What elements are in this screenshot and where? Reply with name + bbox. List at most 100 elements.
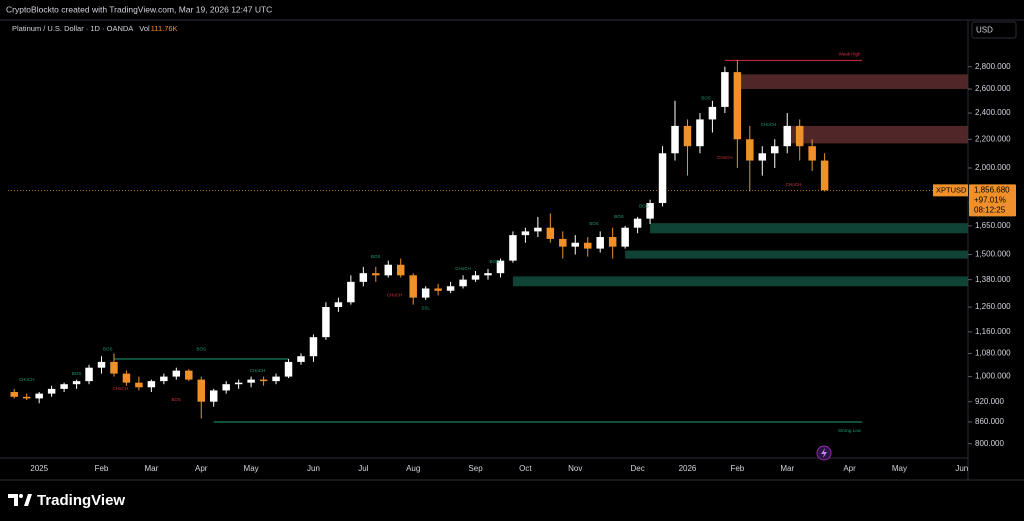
candle-body [172, 370, 181, 377]
last-price: 1,856.680 [974, 185, 1010, 194]
candle-body [47, 388, 56, 394]
candle-body [147, 381, 156, 388]
x-tick-label: Dec [630, 464, 644, 473]
annotation: CHoCH [761, 122, 777, 127]
y-tick-label: 800.000 [975, 439, 1004, 448]
annotation: CHoCH [387, 293, 403, 298]
zone [650, 223, 968, 234]
candle-body [795, 125, 804, 147]
brand: TradingView [37, 492, 125, 509]
annotation: BOS [371, 254, 381, 259]
candle-body [234, 382, 243, 385]
candle-body [446, 286, 455, 291]
zone [512, 276, 968, 287]
annotation: CHoCH [786, 182, 802, 187]
y-tick-label: 860.000 [975, 417, 1004, 426]
x-tick-label: Apr [195, 464, 208, 473]
plot-area: CHoCH BOS BOS CHoCH BOS BOS CHoCH BOS CHoCH SSL CH… [8, 51, 968, 433]
candle-body [571, 242, 580, 247]
y-tick-label: 1,500.000 [975, 250, 1011, 259]
y-tick-label: 1,260.000 [975, 302, 1011, 311]
x-tick-label: Jun [307, 464, 320, 473]
volume: 111.76K [151, 24, 178, 33]
candle-body [733, 72, 742, 140]
symbol-badge [933, 184, 968, 197]
annotation: BOS [103, 346, 113, 351]
candle-body [471, 275, 480, 280]
x-tick-label: Apr [843, 464, 856, 473]
change: +97.01% [974, 195, 1006, 204]
annotation: BOS [639, 204, 649, 209]
y-tick-label: 2,000.000 [975, 163, 1011, 172]
annotation: BOS [172, 397, 182, 402]
candle-body [35, 393, 43, 399]
candle-body [197, 379, 205, 402]
candle-body [509, 235, 517, 261]
candle-body [372, 273, 380, 276]
y-tick-label: 1,650.000 [975, 221, 1011, 230]
currency[interactable]: USD [976, 26, 993, 35]
candle-body [309, 337, 318, 357]
x-tick-label: 2025 [30, 464, 48, 473]
annotation: BOS [196, 346, 206, 351]
x-tick-label: Sep [468, 464, 483, 473]
candle-body [434, 288, 442, 291]
price-badge [969, 184, 1016, 217]
candle-body [696, 119, 704, 147]
candle-body [185, 370, 193, 380]
annotation: CHoCH [112, 386, 128, 391]
candle-body [284, 361, 293, 377]
candle-body [584, 242, 592, 249]
candle-body [85, 367, 93, 382]
zone [737, 74, 968, 90]
candle-body [521, 231, 530, 236]
annotation: BOS [72, 371, 82, 376]
candle-body [110, 361, 118, 374]
candle-body [222, 384, 230, 391]
zone [787, 125, 968, 144]
currency-box[interactable] [971, 21, 1017, 39]
chart-title: Platinum / U.S. Dollar · 1D · OANDA [12, 24, 133, 33]
symbol: XPTUSD [936, 185, 967, 194]
x-tick-label: Oct [519, 464, 532, 473]
candle-body [484, 273, 492, 276]
candle-body [334, 302, 343, 308]
x-tick-label: Jul [358, 464, 368, 473]
annotation: BOS [614, 214, 624, 219]
candle-body [559, 238, 567, 247]
candle-body [658, 153, 667, 204]
x-tick-label: Aug [406, 464, 420, 473]
annotation: BOS [589, 221, 599, 226]
candle-body [22, 396, 31, 399]
y-tick-label: 1,160.000 [975, 327, 1011, 336]
candle-body [758, 153, 767, 161]
candle-body [209, 390, 218, 402]
candle-body [409, 275, 417, 298]
event-icon-bolt [821, 448, 827, 458]
y-tick-label: 1,080.000 [975, 349, 1011, 358]
x-tick-label: Mar [144, 464, 158, 473]
candle-body [596, 237, 604, 249]
candle-body [72, 381, 81, 385]
candle-body [259, 379, 268, 382]
candle-body [546, 227, 555, 239]
candle-body [708, 106, 717, 120]
brand-logo [8, 494, 32, 506]
annotation: BOS [701, 96, 711, 101]
x-tick-label: Mar [780, 464, 794, 473]
countdown: 08:12:25 [974, 205, 1006, 214]
candle-body [820, 160, 829, 191]
candle-body [746, 139, 754, 161]
candle-body [683, 125, 692, 147]
y-tick-label: 2,600.000 [975, 84, 1011, 93]
candle-body [160, 376, 168, 382]
candle-body [808, 146, 816, 161]
x-tick-label: May [892, 464, 907, 473]
annotation: CHoCH [717, 155, 733, 160]
candle-body [247, 379, 255, 383]
volume-label: Vol [139, 24, 150, 33]
x-tick-label: Nov [568, 464, 582, 473]
candle-body [534, 227, 542, 232]
candle-body [621, 227, 629, 247]
